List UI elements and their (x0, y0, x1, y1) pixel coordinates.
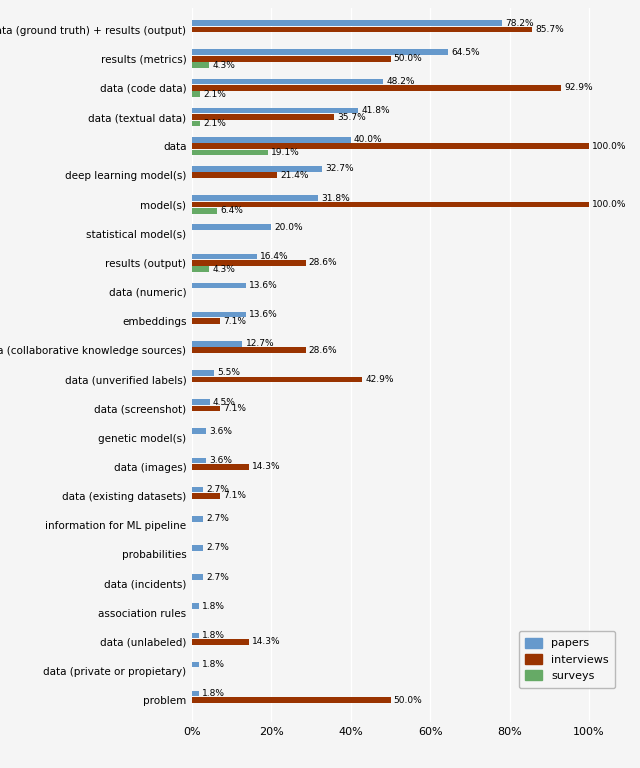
Text: 6.4%: 6.4% (221, 207, 243, 215)
Bar (192, 195, 318, 201)
Bar (192, 260, 305, 266)
Text: 2.1%: 2.1% (204, 119, 227, 128)
Text: 19.1%: 19.1% (271, 148, 300, 157)
Text: 48.2%: 48.2% (387, 77, 415, 86)
Text: 4.3%: 4.3% (212, 265, 235, 273)
Text: 14.3%: 14.3% (252, 462, 280, 472)
Bar (192, 464, 249, 470)
Text: 13.6%: 13.6% (249, 310, 278, 319)
Bar (192, 341, 243, 346)
Bar (192, 49, 448, 55)
Text: 7.1%: 7.1% (223, 316, 246, 326)
Bar (192, 283, 246, 288)
Text: 92.9%: 92.9% (564, 84, 593, 92)
Text: 4.5%: 4.5% (213, 398, 236, 406)
Bar (192, 347, 305, 353)
Text: 14.3%: 14.3% (252, 637, 280, 646)
Text: 31.8%: 31.8% (321, 194, 350, 203)
Bar (192, 545, 203, 551)
Bar (192, 224, 271, 230)
Bar (192, 166, 322, 172)
Text: 2.7%: 2.7% (206, 515, 228, 523)
Bar (192, 691, 199, 697)
Text: 3.6%: 3.6% (209, 427, 232, 435)
Bar (192, 516, 203, 521)
Bar (192, 429, 206, 434)
Text: 5.5%: 5.5% (217, 369, 240, 377)
Bar (192, 150, 268, 155)
Bar (192, 137, 351, 143)
Bar (192, 62, 209, 68)
Text: 50.0%: 50.0% (394, 55, 422, 63)
Text: 1.8%: 1.8% (202, 689, 225, 698)
Bar (192, 56, 390, 61)
Text: 100.0%: 100.0% (592, 200, 627, 209)
Text: 1.8%: 1.8% (202, 601, 225, 611)
Bar (192, 208, 218, 214)
Bar (192, 406, 220, 412)
Bar (192, 266, 209, 272)
Text: 1.8%: 1.8% (202, 660, 225, 669)
Text: 16.4%: 16.4% (260, 252, 289, 261)
Bar (192, 662, 199, 667)
Text: 28.6%: 28.6% (308, 258, 337, 267)
Bar (192, 493, 220, 498)
Bar (192, 697, 390, 703)
Bar (192, 376, 362, 382)
Bar (192, 144, 589, 149)
Text: 3.6%: 3.6% (209, 456, 232, 465)
Text: 78.2%: 78.2% (506, 18, 534, 28)
Text: 21.4%: 21.4% (280, 170, 308, 180)
Bar (192, 633, 199, 638)
Bar (192, 458, 206, 463)
Bar (192, 312, 246, 317)
Bar (192, 173, 277, 178)
Text: 50.0%: 50.0% (394, 696, 422, 704)
Bar (192, 20, 502, 26)
Bar (192, 108, 358, 114)
Text: 12.7%: 12.7% (246, 339, 274, 349)
Text: 4.3%: 4.3% (212, 61, 235, 70)
Bar (192, 399, 210, 405)
Text: 32.7%: 32.7% (325, 164, 354, 174)
Text: 2.7%: 2.7% (206, 544, 228, 552)
Text: 85.7%: 85.7% (536, 25, 564, 34)
Bar (192, 639, 249, 644)
Text: 64.5%: 64.5% (451, 48, 480, 57)
Text: 42.9%: 42.9% (365, 375, 394, 384)
Text: 2.7%: 2.7% (206, 485, 228, 494)
Bar (192, 114, 333, 120)
Text: 41.8%: 41.8% (361, 106, 390, 115)
Bar (192, 318, 220, 324)
Bar (192, 202, 589, 207)
Text: 2.7%: 2.7% (206, 572, 228, 581)
Text: 28.6%: 28.6% (308, 346, 337, 355)
Bar (192, 487, 203, 492)
Bar (192, 121, 200, 126)
Text: 100.0%: 100.0% (592, 141, 627, 151)
Text: 7.1%: 7.1% (223, 492, 246, 501)
Text: 13.6%: 13.6% (249, 281, 278, 290)
Text: 1.8%: 1.8% (202, 631, 225, 640)
Bar (192, 370, 214, 376)
Legend: papers, interviews, surveys: papers, interviews, surveys (519, 631, 615, 688)
Bar (192, 27, 532, 32)
Bar (192, 91, 200, 97)
Text: 40.0%: 40.0% (354, 135, 383, 144)
Bar (192, 253, 257, 259)
Bar (192, 78, 383, 84)
Text: 35.7%: 35.7% (337, 112, 365, 121)
Bar (192, 85, 561, 91)
Text: 7.1%: 7.1% (223, 404, 246, 413)
Text: 20.0%: 20.0% (275, 223, 303, 232)
Text: 2.1%: 2.1% (204, 90, 227, 99)
Bar (192, 574, 203, 580)
Bar (192, 604, 199, 609)
